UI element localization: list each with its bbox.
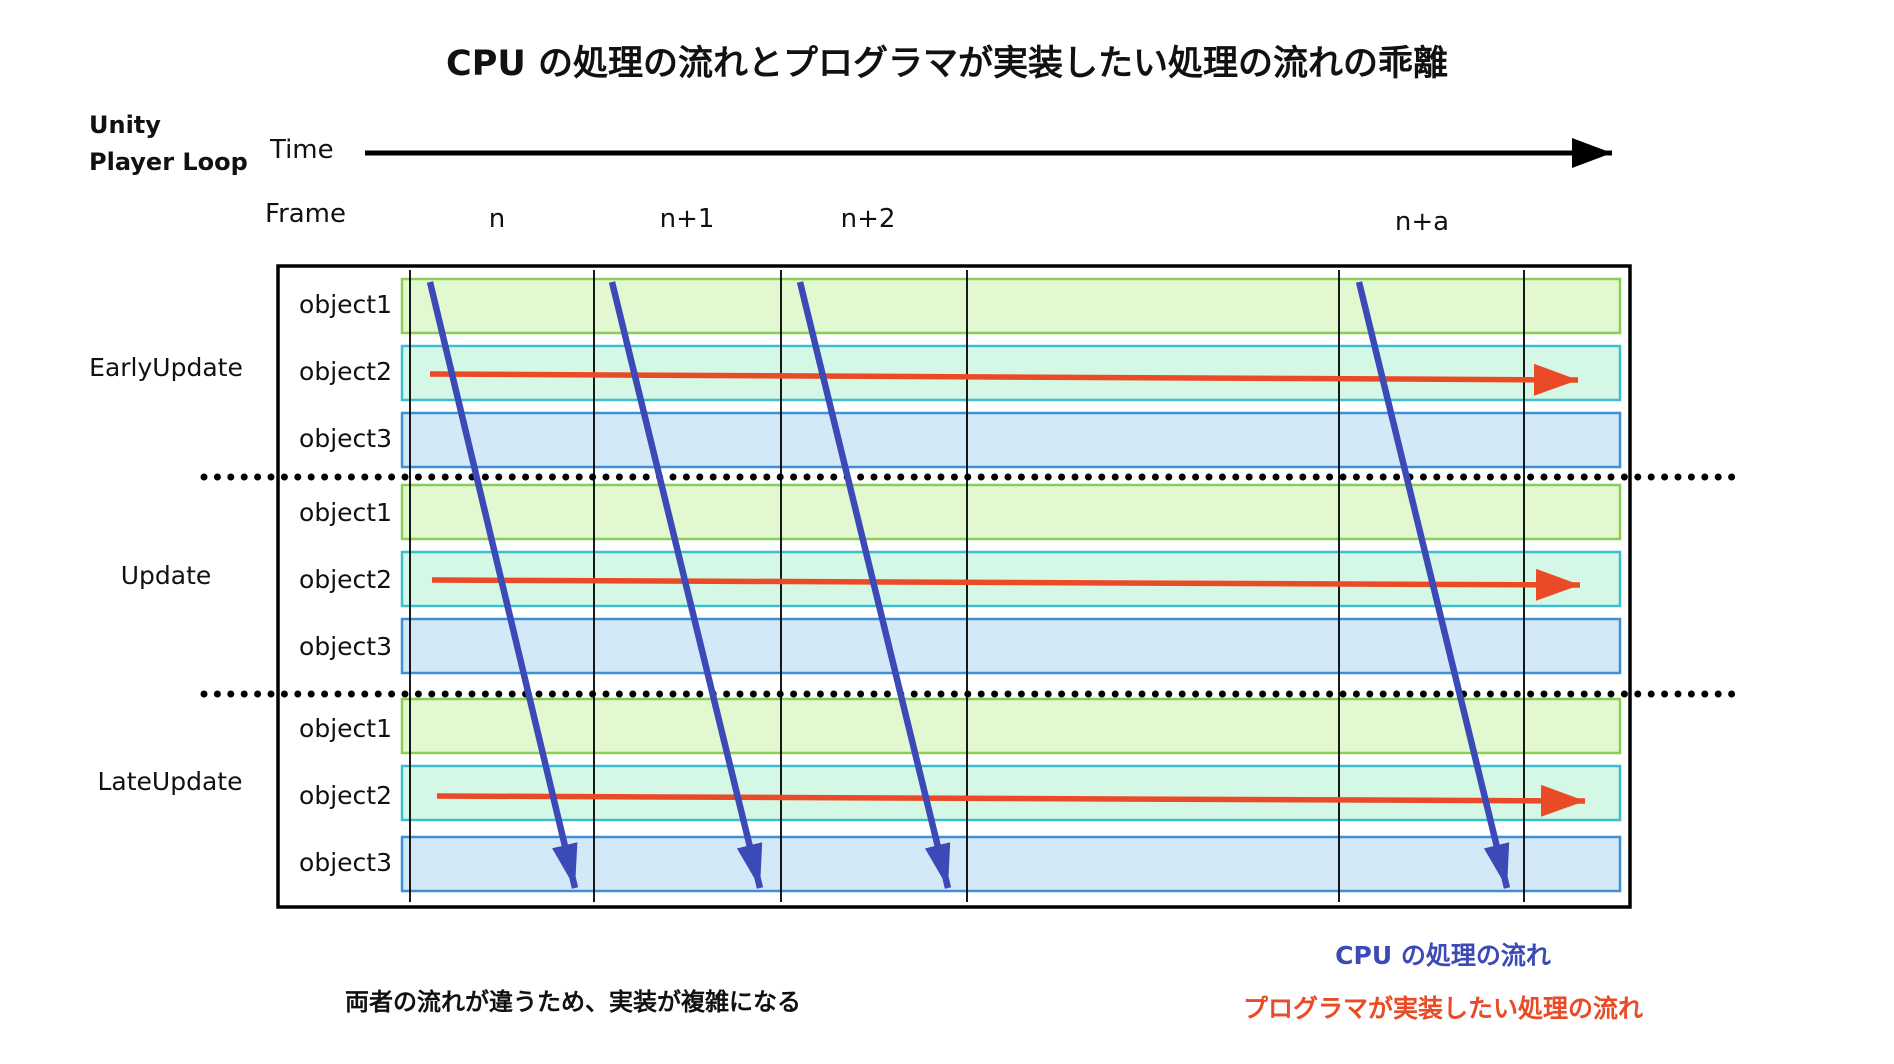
legend-cpu-flow: CPU の処理の流れ [1335,941,1551,970]
time-label: Time [270,135,334,165]
loop-label-line2: Player Loop [89,148,248,176]
programmer-flow-arrow-update [431,568,1581,601]
loop-label-line1: Unity [89,111,161,139]
cpu-flow-arrow-n-plus-1 [608,281,764,889]
frame-label-n-plus-a: n+a [1394,207,1450,237]
group-label-early-update: EarlyUpdate [89,353,243,382]
programmer-flow-arrow-late [436,784,1586,817]
frame-label-n-plus-2: n+2 [840,204,896,234]
frame-label-n-plus-1: n+1 [659,204,715,234]
group-label-late-update: LateUpdate [97,767,243,796]
row-label-early-object3: object3 [299,424,392,453]
row-label-early-object2: object2 [299,357,392,386]
row-label-late-object2: object2 [299,781,392,810]
frame-label-n: n [488,204,506,234]
complexity-note: 両者の流れが違うため、実装が複雑になる [345,988,801,1016]
row-label-update-object1: object1 [299,498,392,527]
legend-programmer-flow: プログラマが実装したい処理の流れ [1242,994,1643,1023]
cpu-flow-arrow-n [426,281,579,889]
row-band-early-object1 [400,277,1622,335]
row-band-early-object3 [400,411,1622,469]
table-border [276,264,1632,909]
frame-label: Frame [265,199,347,229]
row-label-late-object1: object1 [299,714,392,743]
row-label-early-object1: object1 [299,290,392,319]
programmer-flow-arrow-early [429,363,1579,396]
row-label-late-object3: object3 [299,848,392,877]
row-band-late-object3 [400,835,1622,893]
diagram-title: CPU の処理の流れとプログラマが実装したい処理の流れの乖離 [446,44,1448,84]
cpu-flow-arrow-n-plus-a [1355,281,1511,889]
row-band-late-object1 [400,697,1622,755]
row-label-update-object2: object2 [299,565,392,594]
row-band-update-object3 [400,617,1622,675]
group-label-update: Update [120,561,212,590]
row-band-update-object1 [400,483,1622,541]
cpu-flow-arrow-n-plus-2 [796,281,952,889]
row-band-late-object2 [400,764,1622,822]
row-label-update-object3: object3 [299,632,392,661]
